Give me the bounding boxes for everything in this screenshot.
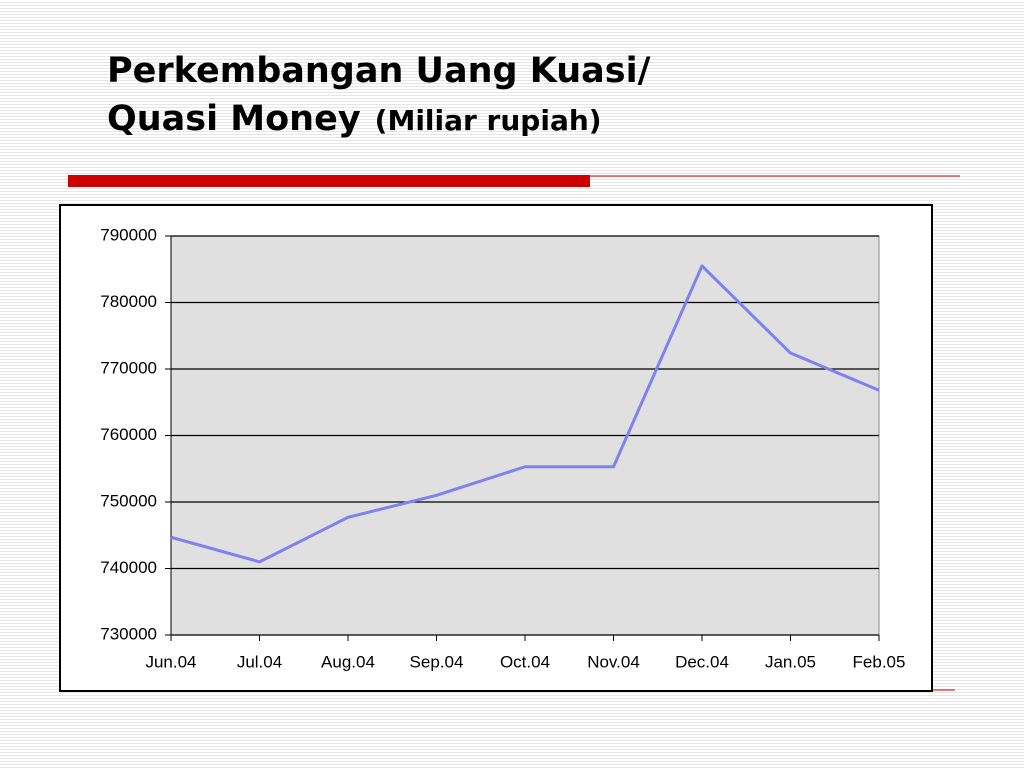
- subtitle-text: Quasi Money: [107, 99, 361, 139]
- x-tick-label: Jun.04: [145, 652, 196, 671]
- x-tick-label: Dec.04: [675, 652, 729, 671]
- unit-text: (Miliar rupiah): [375, 104, 602, 137]
- chart-title: Perkembangan Uang Kuasi/: [107, 51, 651, 91]
- x-tick-label: Jan.05: [765, 652, 816, 671]
- x-tick-label: Aug.04: [321, 652, 375, 671]
- y-tick-label: 750000: [100, 491, 157, 510]
- x-tick-label: Jul.04: [237, 652, 282, 671]
- x-tick-label: Oct.04: [500, 652, 550, 671]
- chart-subtitle: Quasi Money (Miliar rupiah): [107, 99, 602, 139]
- data-line: [170, 264, 880, 564]
- x-tick-label: Nov.04: [587, 652, 640, 671]
- x-tick-label: Feb.05: [853, 652, 906, 671]
- y-tick-label: 770000: [100, 358, 157, 377]
- y-tick-label: 730000: [100, 624, 157, 643]
- y-tick-label: 760000: [100, 425, 157, 444]
- y-tick-label: 790000: [100, 225, 157, 244]
- y-tick-label: 740000: [100, 558, 157, 577]
- y-tick-label: 780000: [100, 292, 157, 311]
- x-tick-label: Sep.04: [410, 652, 464, 671]
- accent-bar: [68, 175, 590, 187]
